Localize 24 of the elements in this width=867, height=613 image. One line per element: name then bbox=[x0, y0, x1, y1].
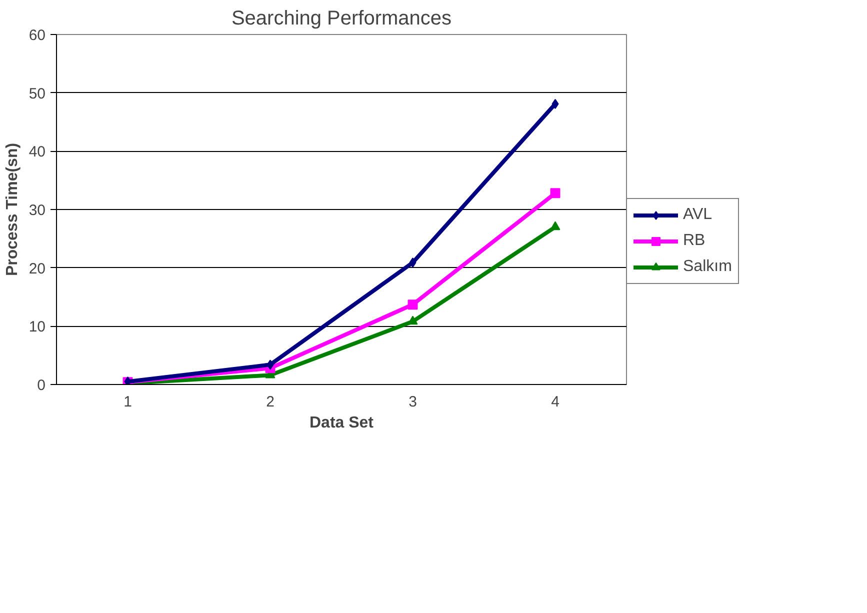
point bbox=[408, 300, 418, 310]
point bbox=[408, 316, 418, 325]
x-tick-label: 2 bbox=[266, 394, 274, 410]
x-tick-label: 4 bbox=[551, 394, 560, 410]
chart-title: Searching Performances bbox=[231, 8, 452, 30]
point bbox=[550, 188, 560, 198]
point bbox=[552, 98, 559, 109]
point bbox=[409, 258, 416, 268]
legend-label: AVL bbox=[683, 206, 712, 224]
x-tick-label: 1 bbox=[124, 394, 132, 410]
point bbox=[550, 221, 560, 230]
y-tick-label: 0 bbox=[37, 377, 46, 394]
y-axis-title: Process Time(sn) bbox=[4, 142, 21, 276]
x-axis-title: Data Set bbox=[309, 414, 374, 432]
y-tick-label: 20 bbox=[28, 260, 46, 278]
y-tick-label: 10 bbox=[28, 318, 46, 336]
y-tick-label: 60 bbox=[28, 27, 46, 44]
legend-label: Salkım bbox=[683, 258, 732, 276]
y-tick-label: 50 bbox=[28, 85, 46, 102]
y-tick-label: 30 bbox=[28, 202, 46, 219]
x-tick-label: 3 bbox=[408, 394, 417, 410]
y-tick-label: 40 bbox=[28, 144, 46, 161]
point bbox=[266, 360, 274, 370]
legend-label: RB bbox=[683, 232, 706, 250]
